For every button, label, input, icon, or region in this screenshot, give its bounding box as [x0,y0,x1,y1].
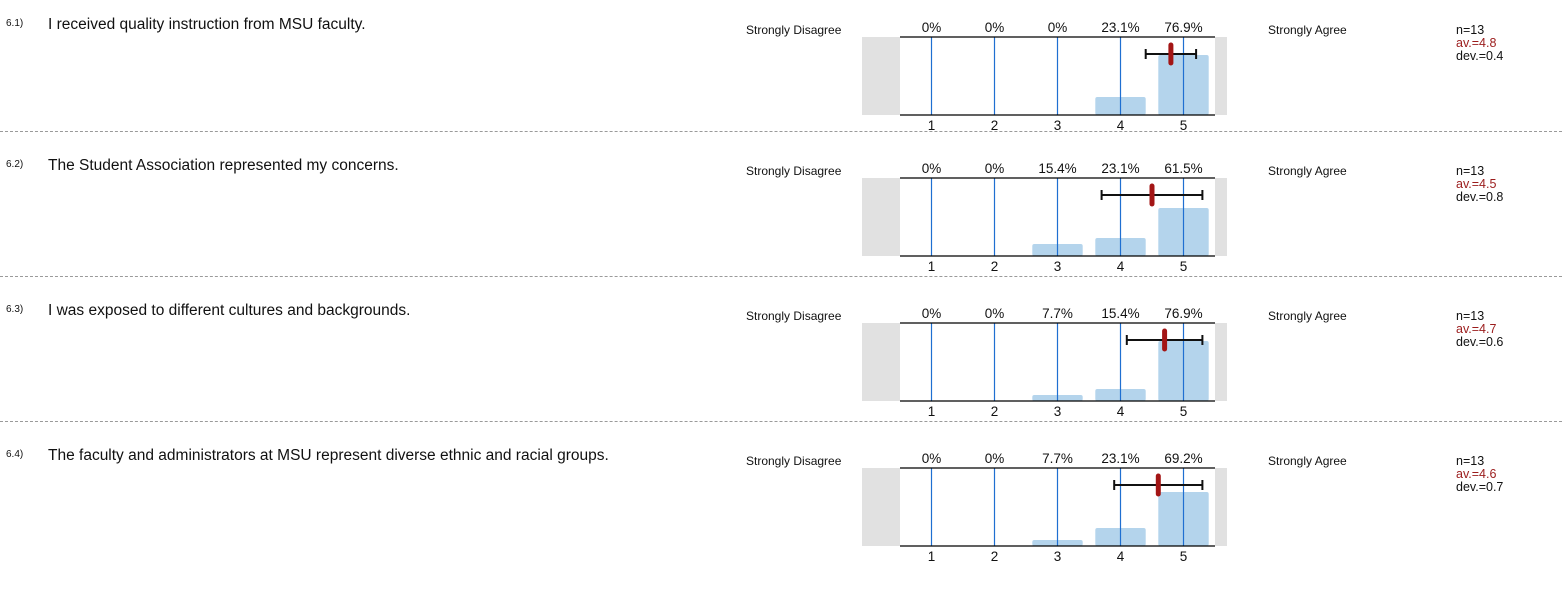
question-number: 6.1) [6,18,24,29]
percent-label-4: 23.1% [1101,161,1139,176]
scale-right-label: Strongly Agree [1268,309,1347,323]
left-end-box [862,323,900,401]
question-row-6-4: 6.4) The faculty and administrators at M… [0,447,1562,592]
percent-label-2: 0% [985,20,1005,35]
question-row-6-2: 6.2) The Student Association represented… [0,157,1562,302]
left-end-box [862,37,900,115]
average-value: av.=4.5 [1456,177,1497,191]
question-number: 6.2) [6,159,24,170]
response-chart-6-3: 0% 0% 7.7% 15.4% 76.9% 1 2 3 4 5 [862,306,1227,419]
scale-left-label: Strongly Disagree [746,309,842,323]
scale-right-label: Strongly Agree [1268,164,1347,178]
percent-label-4: 23.1% [1101,451,1139,466]
percent-label-4: 15.4% [1101,306,1139,321]
response-chart-6-1: 0% 0% 0% 23.1% 76.9% 1 2 3 4 5 [862,20,1227,133]
question-row-6-1: 6.1) I received quality instruction from… [0,16,1562,161]
scale-right-label: Strongly Agree [1268,23,1347,37]
stats-block: n=13 av.=4.6 dev.=0.7 [1456,455,1503,494]
deviation-value: dev.=0.6 [1456,335,1504,349]
percent-label-5: 69.2% [1164,451,1202,466]
percent-label-1: 0% [922,20,942,35]
percent-label-1: 0% [922,306,942,321]
category-label-1: 1 [928,404,936,419]
stats-block: n=13 av.=4.7 dev.=0.6 [1456,310,1503,349]
question-row-6-3: 6.3) I was exposed to different cultures… [0,302,1562,447]
category-label-2: 2 [991,404,999,419]
n-count: n=13 [1456,454,1485,468]
percent-label-3: 15.4% [1038,161,1076,176]
response-chart-6-2: 0% 0% 15.4% 23.1% 61.5% 1 2 3 4 5 [862,161,1227,274]
category-label-5: 5 [1180,549,1188,564]
percent-label-3: 7.7% [1042,306,1073,321]
category-label-4: 4 [1117,549,1125,564]
n-count: n=13 [1456,164,1485,178]
category-label-5: 5 [1180,118,1188,133]
average-value: av.=4.8 [1456,36,1497,50]
category-label-4: 4 [1117,118,1125,133]
category-label-4: 4 [1117,404,1125,419]
n-count: n=13 [1456,23,1485,37]
percent-label-5: 76.9% [1164,306,1202,321]
category-label-1: 1 [928,118,936,133]
percent-label-3: 0% [1048,20,1068,35]
question-text: I was exposed to different cultures and … [48,302,411,319]
category-label-3: 3 [1054,118,1062,133]
category-label-3: 3 [1054,404,1062,419]
percent-label-1: 0% [922,161,942,176]
category-label-5: 5 [1180,404,1188,419]
response-chart-6-4: 0% 0% 7.7% 23.1% 69.2% 1 2 3 4 5 [862,451,1227,564]
question-text: I received quality instruction from MSU … [48,16,366,33]
left-end-box [862,178,900,256]
deviation-value: dev.=0.7 [1456,480,1504,494]
scale-left-label: Strongly Disagree [746,454,842,468]
row-separator [0,276,1562,277]
scale-left-label: Strongly Disagree [746,164,842,178]
category-label-4: 4 [1117,259,1125,274]
category-label-5: 5 [1180,259,1188,274]
category-label-1: 1 [928,549,936,564]
n-count: n=13 [1456,309,1485,323]
question-text: The faculty and administrators at MSU re… [48,447,609,464]
percent-label-2: 0% [985,306,1005,321]
percent-label-1: 0% [922,451,942,466]
right-end-box [1215,323,1227,401]
average-value: av.=4.7 [1456,322,1497,336]
stats-block: n=13 av.=4.5 dev.=0.8 [1456,165,1503,204]
percent-label-5: 61.5% [1164,161,1202,176]
category-label-2: 2 [991,259,999,274]
percent-label-2: 0% [985,161,1005,176]
average-value: av.=4.6 [1456,467,1497,481]
percent-label-3: 7.7% [1042,451,1073,466]
percent-label-5: 76.9% [1164,20,1202,35]
scale-left-label: Strongly Disagree [746,23,842,37]
right-end-box [1215,178,1227,256]
deviation-value: dev.=0.8 [1456,190,1504,204]
deviation-value: dev.=0.4 [1456,49,1504,63]
category-label-2: 2 [991,549,999,564]
right-end-box [1215,37,1227,115]
right-end-box [1215,468,1227,546]
stats-block: n=13 av.=4.8 dev.=0.4 [1456,24,1503,63]
question-text: The Student Association represented my c… [48,157,399,174]
category-label-3: 3 [1054,549,1062,564]
question-number: 6.3) [6,304,24,315]
category-label-1: 1 [928,259,936,274]
row-separator [0,131,1562,132]
percent-label-4: 23.1% [1101,20,1139,35]
left-end-box [862,468,900,546]
row-separator [0,421,1562,422]
category-label-2: 2 [991,118,999,133]
percent-label-2: 0% [985,451,1005,466]
question-number: 6.4) [6,449,24,460]
category-label-3: 3 [1054,259,1062,274]
scale-right-label: Strongly Agree [1268,454,1347,468]
